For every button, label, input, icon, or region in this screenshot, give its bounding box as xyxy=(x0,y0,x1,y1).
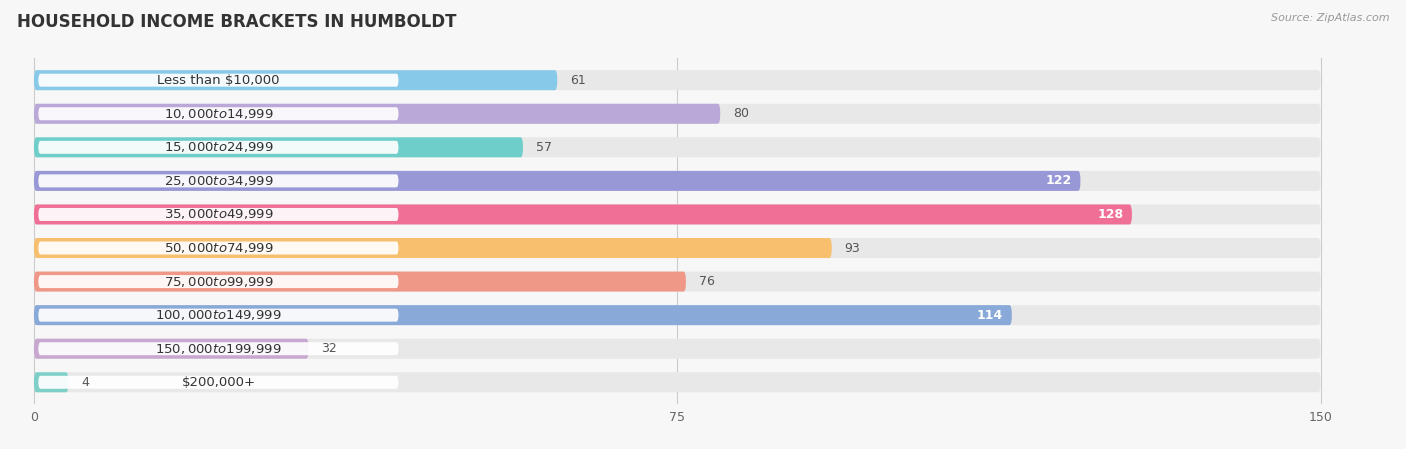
FancyBboxPatch shape xyxy=(34,70,557,90)
FancyBboxPatch shape xyxy=(34,238,1320,258)
Text: 76: 76 xyxy=(699,275,714,288)
FancyBboxPatch shape xyxy=(38,275,398,288)
FancyBboxPatch shape xyxy=(34,171,1320,191)
Text: 4: 4 xyxy=(82,376,89,389)
FancyBboxPatch shape xyxy=(38,107,398,120)
FancyBboxPatch shape xyxy=(38,208,398,221)
FancyBboxPatch shape xyxy=(34,305,1012,325)
FancyBboxPatch shape xyxy=(34,372,1320,392)
FancyBboxPatch shape xyxy=(34,204,1320,224)
FancyBboxPatch shape xyxy=(34,204,1132,224)
Text: $10,000 to $14,999: $10,000 to $14,999 xyxy=(163,107,273,121)
Text: $75,000 to $99,999: $75,000 to $99,999 xyxy=(163,275,273,289)
Text: $100,000 to $149,999: $100,000 to $149,999 xyxy=(155,308,281,322)
Text: 114: 114 xyxy=(977,308,1004,321)
Text: 32: 32 xyxy=(322,342,337,355)
FancyBboxPatch shape xyxy=(34,339,308,359)
FancyBboxPatch shape xyxy=(38,74,398,87)
Text: 61: 61 xyxy=(569,74,586,87)
FancyBboxPatch shape xyxy=(34,104,1320,124)
FancyBboxPatch shape xyxy=(38,141,398,154)
Text: 122: 122 xyxy=(1046,174,1071,187)
Text: 80: 80 xyxy=(733,107,749,120)
FancyBboxPatch shape xyxy=(38,342,398,355)
FancyBboxPatch shape xyxy=(38,376,398,389)
FancyBboxPatch shape xyxy=(34,137,1320,157)
Text: Less than $10,000: Less than $10,000 xyxy=(157,74,280,87)
Text: $150,000 to $199,999: $150,000 to $199,999 xyxy=(155,342,281,356)
Text: $200,000+: $200,000+ xyxy=(181,376,256,389)
FancyBboxPatch shape xyxy=(34,272,686,291)
FancyBboxPatch shape xyxy=(34,372,69,392)
Text: $25,000 to $34,999: $25,000 to $34,999 xyxy=(163,174,273,188)
FancyBboxPatch shape xyxy=(34,104,720,124)
FancyBboxPatch shape xyxy=(34,70,1320,90)
FancyBboxPatch shape xyxy=(34,305,1320,325)
Text: $15,000 to $24,999: $15,000 to $24,999 xyxy=(163,141,273,154)
FancyBboxPatch shape xyxy=(38,242,398,255)
Text: HOUSEHOLD INCOME BRACKETS IN HUMBOLDT: HOUSEHOLD INCOME BRACKETS IN HUMBOLDT xyxy=(17,13,457,31)
Text: $50,000 to $74,999: $50,000 to $74,999 xyxy=(163,241,273,255)
Text: Source: ZipAtlas.com: Source: ZipAtlas.com xyxy=(1271,13,1389,23)
FancyBboxPatch shape xyxy=(34,171,1080,191)
Text: 128: 128 xyxy=(1097,208,1123,221)
FancyBboxPatch shape xyxy=(34,238,832,258)
FancyBboxPatch shape xyxy=(34,339,1320,359)
FancyBboxPatch shape xyxy=(34,137,523,157)
FancyBboxPatch shape xyxy=(38,308,398,321)
Text: 57: 57 xyxy=(536,141,551,154)
FancyBboxPatch shape xyxy=(34,272,1320,291)
FancyBboxPatch shape xyxy=(38,174,398,187)
Text: 93: 93 xyxy=(845,242,860,255)
Text: $35,000 to $49,999: $35,000 to $49,999 xyxy=(163,207,273,221)
